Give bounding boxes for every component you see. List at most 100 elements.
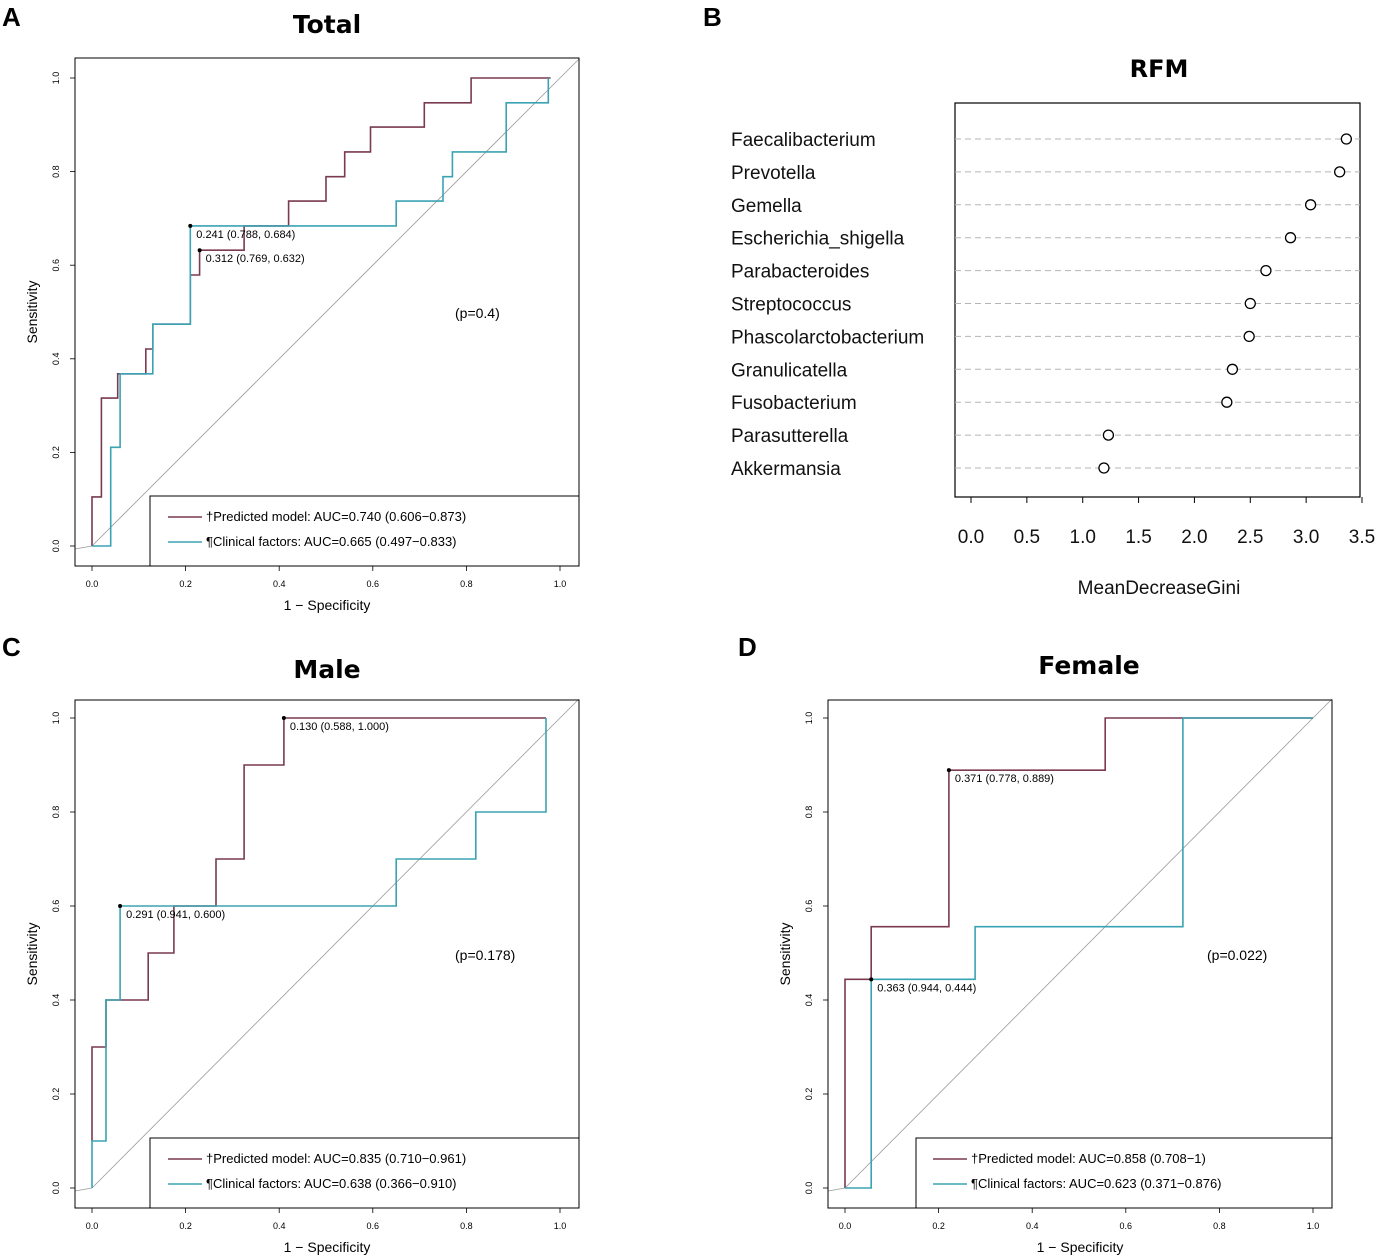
- roc-panel-d: D Female 0.371 (0.778, 0.889) 0.363 (0.944,…: [738, 632, 1333, 1255]
- threshold-label: 0.371 (0.778, 0.889): [955, 773, 1054, 785]
- x-tick-label: 0.0: [86, 579, 99, 589]
- feature-label: Parabacteroides: [731, 262, 869, 283]
- roc-panel-c: C Male 0.130 (0.588, 1.000) 0.291 (0.941, 0…: [2, 632, 580, 1255]
- y-axis-label: Sensitivity: [24, 280, 40, 343]
- importance-point: [1243, 330, 1255, 343]
- panel-letter: B: [703, 2, 722, 32]
- legend-label-clinical: ¶Clinical factors: AUC=0.638 (0.366−0.91…: [206, 1176, 457, 1191]
- reference-diagonal: [91, 717, 561, 1189]
- y-tick-label: 0.0: [804, 1182, 814, 1195]
- threshold-label: 0.241 (0.788, 0.684): [196, 229, 295, 241]
- feature-label: Akkermansia: [731, 459, 841, 480]
- x-tick-label: 1.0: [1307, 1221, 1320, 1231]
- chart-title: Total: [293, 10, 361, 39]
- y-tick-label: 0.4: [51, 994, 61, 1007]
- reference-diagonal-ext: [827, 1187, 846, 1192]
- p-value: (p=0.178): [455, 947, 515, 963]
- threshold-label: 0.363 (0.944, 0.444): [877, 982, 976, 994]
- feature-label: Streptococcus: [731, 295, 851, 316]
- x-tick-label: 0.4: [273, 579, 286, 589]
- x-tick-label: 0.8: [460, 1221, 473, 1231]
- importance-point: [1244, 297, 1256, 310]
- x-axis-label: 1 − Specificity: [1037, 1239, 1124, 1255]
- legend-box: [149, 495, 580, 567]
- y-axis-label: Sensitivity: [24, 922, 40, 985]
- threshold-point: [946, 768, 951, 773]
- legend-label-predicted: †Predicted model: AUC=0.740 (0.606−0.873…: [206, 509, 466, 524]
- y-tick-label: 1.0: [51, 712, 61, 725]
- threshold-point: [869, 977, 874, 982]
- feature-label: Parasutterella: [731, 426, 849, 447]
- importance-point: [1221, 396, 1233, 408]
- y-tick-label: 1.0: [51, 72, 61, 85]
- clinical-factors-curve: [845, 717, 1313, 1189]
- panel-letter: D: [738, 632, 757, 662]
- reference-diagonal-ext: [559, 698, 580, 719]
- y-tick-label: 0.2: [51, 1088, 61, 1101]
- feature-label: Prevotella: [731, 163, 816, 184]
- y-tick-label: 0.0: [51, 540, 61, 553]
- chart-title: Male: [293, 655, 360, 684]
- feature-label: Granulicatella: [731, 360, 848, 381]
- y-tick-label: 0.6: [51, 900, 61, 913]
- threshold-point: [118, 904, 123, 908]
- reference-diagonal: [844, 717, 1314, 1189]
- importance-point: [1334, 166, 1346, 178]
- x-tick-label: 1.0: [1070, 527, 1096, 548]
- x-tick-label: 0.8: [1213, 1221, 1226, 1231]
- clinical-factors-curve: [92, 78, 550, 547]
- y-tick-label: 0.4: [51, 353, 61, 366]
- y-tick-label: 0.0: [51, 1182, 61, 1195]
- y-tick-label: 0.8: [804, 806, 814, 819]
- feature-label: Gemella: [731, 196, 802, 217]
- legend-label-clinical: ¶Clinical factors: AUC=0.623 (0.371−0.87…: [971, 1176, 1222, 1191]
- threshold-point: [188, 223, 193, 228]
- x-tick-label: 0.0: [958, 527, 984, 548]
- importance-point: [1304, 199, 1317, 211]
- legend-box: [149, 1137, 580, 1209]
- x-tick-label: 1.0: [554, 1221, 567, 1231]
- x-axis-label: 1 − Specificity: [284, 597, 371, 613]
- p-value: (p=0.022): [1207, 947, 1267, 963]
- feature-label: Faecalibacterium: [731, 130, 876, 151]
- y-tick-label: 0.2: [51, 446, 61, 459]
- feature-label: Phascolarctobacterium: [731, 327, 924, 348]
- threshold-point: [281, 716, 286, 720]
- importance-point: [1340, 133, 1353, 145]
- reference-diagonal-ext: [74, 545, 93, 550]
- legend-box: [915, 1137, 1333, 1209]
- y-tick-label: 0.4: [804, 994, 814, 1007]
- plot-frame: [954, 102, 1361, 498]
- x-tick-label: 0.4: [1026, 1221, 1039, 1231]
- clinical-factors-curve: [91, 718, 547, 1188]
- legend: †Predicted model: AUC=0.858 (0.708−1) ¶Cl…: [915, 1137, 1333, 1209]
- y-tick-label: 0.8: [51, 165, 61, 178]
- reference-diagonal-ext: [559, 58, 580, 79]
- predicted-model-curve: [844, 717, 1313, 1188]
- chart-title: Female: [1038, 651, 1139, 680]
- threshold-label: 0.312 (0.769, 0.632): [206, 253, 305, 265]
- x-tick-label: 1.5: [1125, 527, 1151, 548]
- feature-label: Escherichia_shigella: [731, 229, 905, 250]
- reference-diagonal-ext: [74, 1187, 93, 1192]
- x-tick-label: 0.0: [839, 1221, 852, 1231]
- x-tick-label: 2.5: [1237, 527, 1263, 548]
- legend: †Predicted model: AUC=0.740 (0.606−0.873…: [149, 495, 580, 567]
- y-axis-label: Sensitivity: [777, 922, 793, 985]
- importance-point: [1102, 429, 1115, 441]
- importance-point: [1226, 363, 1239, 375]
- threshold-label: 0.291 (0.941, 0.600): [126, 909, 225, 921]
- reference-diagonal-ext: [1312, 698, 1333, 719]
- chart-title: RFM: [1130, 55, 1189, 83]
- x-axis-label: MeanDecreaseGini: [1078, 578, 1241, 599]
- y-tick-label: 1.0: [804, 712, 814, 725]
- x-tick-label: 0.6: [367, 579, 380, 589]
- legend-label-predicted: †Predicted model: AUC=0.858 (0.708−1): [971, 1151, 1206, 1166]
- x-tick-label: 0.2: [179, 579, 192, 589]
- y-tick-label: 0.2: [804, 1088, 814, 1101]
- rfm-panel-b: B RFM Faecalibacterium Prevotella Gemella Esc…: [703, 2, 1375, 599]
- x-tick-label: 1.0: [554, 579, 567, 589]
- x-tick-label: 0.5: [1014, 527, 1040, 548]
- legend: †Predicted model: AUC=0.835 (0.710−0.961…: [149, 1137, 580, 1209]
